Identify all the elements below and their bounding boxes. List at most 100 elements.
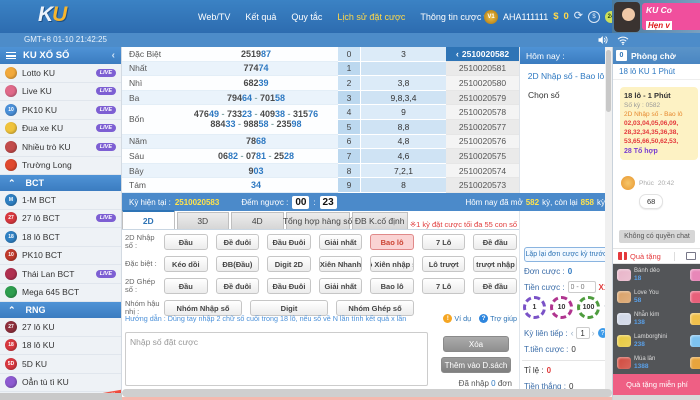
sidebar-item[interactable]: Đua xe KU LIVE — [0, 119, 121, 138]
bet-type-button[interactable]: Giải nhất — [318, 234, 363, 250]
vertical-scrollbar-thumb[interactable] — [606, 50, 611, 112]
screen-icon[interactable] — [685, 252, 696, 260]
sidebar-item[interactable]: 18 18 lô BCT — [0, 228, 121, 247]
tab-4d[interactable]: 4D — [231, 212, 284, 229]
clear-button[interactable]: Xóa — [443, 336, 509, 352]
hamburger-icon[interactable] — [6, 52, 16, 59]
stepper-decrease-icon[interactable]: ‹ — [570, 328, 574, 338]
gift-item[interactable]: Bánh dẻo 18 — [613, 264, 700, 286]
add-to-list-button[interactable]: Thêm vào D.sách — [441, 357, 511, 373]
bet-type-button[interactable]: Giải nhất — [318, 278, 363, 294]
help-link[interactable]: ? Trợ giúp — [479, 314, 517, 323]
nav-webtv[interactable]: Web/TV — [198, 11, 231, 22]
sidebar-item[interactable]: Live KU LIVE — [0, 82, 121, 101]
sidebar-item[interactable]: Mega 645 BCT — [0, 283, 121, 302]
sidebar-section-rng[interactable]: ⌃ RNG — [0, 302, 121, 318]
sidebar-item[interactable]: Trường Long — [0, 156, 121, 175]
speaker-icon[interactable] — [598, 35, 609, 45]
bet-type-button[interactable]: ĐB(Đầu) — [215, 256, 260, 272]
sidebar-section-bct[interactable]: ⌃ BCT — [0, 175, 121, 191]
wifi-icon[interactable] — [617, 35, 629, 45]
promo-banner[interactable]: KU Co Hẹn v — [612, 0, 700, 33]
bet-amount-input[interactable] — [567, 281, 596, 293]
bet-type-button[interactable]: Đề đuôi — [215, 234, 260, 250]
bet-type-button[interactable]: Lô Xiên nhập số — [370, 256, 414, 272]
sidebar-item[interactable]: Oẳn tù tì KU — [0, 373, 121, 392]
sidebar-item[interactable]: 5D 5D KU — [0, 355, 121, 374]
chip-10[interactable]: 10 — [550, 296, 573, 319]
bet-type-button[interactable]: 7 Lô — [421, 278, 466, 294]
sidebar-item[interactable]: Thái Lan BCT LIVE — [0, 265, 121, 284]
nav-ket-qua[interactable]: Kết quả — [245, 11, 277, 22]
question-icon[interactable]: ? — [597, 328, 608, 338]
bet-type-button[interactable]: Nhóm Nhập số — [164, 300, 242, 316]
bet-type-button[interactable]: Đề đuôi — [215, 278, 260, 294]
bet-type-button[interactable]: Digit — [250, 300, 328, 316]
period-item[interactable]: 2510020578 — [446, 105, 519, 120]
bet-type-button[interactable]: Bao lô — [370, 234, 414, 250]
chip-1[interactable]: 1 — [523, 296, 546, 319]
gift-item[interactable]: Love You 58 — [613, 286, 700, 308]
chat-room-name[interactable]: 18 lô KU 1 Phút — [613, 64, 700, 80]
tab-3d[interactable]: 3D — [176, 212, 229, 229]
tab--b-k-c-nh[interactable]: ĐB K.cố định — [351, 212, 408, 229]
nav-lich-su-dat-cuoc[interactable]: Lịch sử đặt cược — [337, 11, 406, 22]
bet-type-button[interactable]: Nhóm Ghép số — [336, 300, 414, 316]
chevron-left-icon[interactable]: ‹ — [111, 50, 115, 61]
stepper-increase-icon[interactable]: › — [591, 328, 595, 338]
nav-quy-tac[interactable]: Quy tắc — [291, 11, 323, 22]
vertical-scrollbar[interactable] — [605, 47, 612, 400]
sidebar-item[interactable]: 10 PK10 KU LIVE — [0, 101, 121, 120]
bet-type-button[interactable]: Xiên Nhanh — [318, 256, 363, 272]
bet-type-button[interactable]: Lô trượt — [421, 256, 466, 272]
separator: - — [218, 109, 227, 120]
bet-type-button[interactable]: Bao lô — [370, 278, 414, 294]
stepper-value[interactable]: 1 — [575, 327, 590, 339]
bet-type-button[interactable]: Đề đầu — [473, 234, 518, 250]
period-item[interactable]: 2510020577 — [446, 119, 519, 135]
sidebar-item[interactable]: 27 27 lô BCT LIVE — [0, 209, 121, 228]
period-item[interactable]: 2510020576 — [446, 134, 519, 150]
bet-type-button[interactable]: Đầu — [164, 278, 208, 294]
bet-type-button[interactable]: Đề đầu — [473, 278, 518, 294]
refresh-icon[interactable]: ⟳ — [573, 10, 584, 22]
nav-thong-tin-cuoc[interactable]: Thông tin cược ˅ — [420, 12, 487, 22]
tab-t-ng-h-p-h-ng-s-[interactable]: Tổng hợp hàng số — [283, 212, 352, 229]
sidebar-item[interactable]: M 1-M BCT — [0, 191, 121, 210]
example-link[interactable]: ! Ví dụ — [443, 314, 471, 323]
repeat-last-bet-button[interactable]: Lặp lại đơn cược kỳ trước — [524, 247, 608, 262]
bet-type-button[interactable]: Lô trượt nhập số — [473, 256, 518, 272]
tab-2d[interactable]: 2D — [122, 210, 175, 229]
period-item[interactable]: 2510020575 — [446, 149, 519, 164]
period-item[interactable]: ‹ 2510020582 — [446, 47, 519, 62]
ku-logo[interactable]: KU — [38, 3, 67, 27]
gift-item[interactable]: Nhẫn kim 138 — [613, 308, 700, 330]
free-gift-bar[interactable]: Quà tặng miễn phí — [613, 374, 700, 395]
today-bet-type-link[interactable]: 2D Nhập số - Bao lô — [527, 71, 605, 81]
bet-type-button[interactable]: Đầu Đuôi — [267, 234, 311, 250]
bet-number-input[interactable] — [125, 332, 428, 386]
bet-type-button[interactable]: Đầu Đuôi — [267, 278, 311, 294]
sidebar-item[interactable]: 18 18 lô KU — [0, 336, 121, 355]
gift-item[interactable]: Lamborghini 238 — [613, 330, 700, 352]
sidebar-item[interactable]: Lotto KU LIVE — [0, 64, 121, 83]
chip-100[interactable]: 100 — [577, 296, 600, 319]
sidebar-scrollbar[interactable] — [0, 393, 122, 400]
sidebar-header[interactable]: KU XỔ SỐ ‹ — [0, 47, 121, 64]
period-item[interactable]: 2510020581 — [446, 61, 519, 77]
gift-tab[interactable]: Quà tặng — [630, 251, 661, 261]
sidebar-item[interactable]: 27 27 lô KU — [0, 318, 121, 337]
dollar-icon[interactable]: $ — [588, 10, 601, 23]
period-item[interactable]: 2510020573 — [446, 178, 519, 193]
bet-type-button[interactable]: Kéo dồi — [164, 256, 208, 272]
bet-type-button[interactable]: Digit 2D — [267, 256, 311, 272]
gift-item[interactable]: Múa lân 1388 — [613, 352, 700, 374]
sidebar-item[interactable]: Nhiều trò KU LIVE — [0, 138, 121, 157]
bet-type-button[interactable]: 7 Lô — [421, 234, 466, 250]
period-item[interactable]: 2510020580 — [446, 76, 519, 91]
period-item[interactable]: 2510020579 — [446, 90, 519, 106]
period-item[interactable]: 2510020574 — [446, 163, 519, 179]
bet-type-button[interactable]: Đầu — [164, 234, 208, 250]
main-scrollbar[interactable] — [122, 389, 612, 397]
sidebar-item[interactable]: 10 PK10 BCT — [0, 246, 121, 265]
